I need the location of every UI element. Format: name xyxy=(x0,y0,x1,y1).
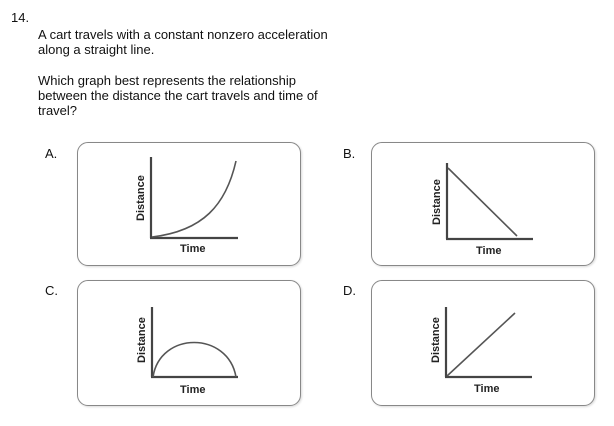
distance-time-line xyxy=(447,167,518,237)
option-d-label[interactable]: D. xyxy=(343,283,356,298)
option-b-label[interactable]: B. xyxy=(343,146,356,161)
y-axis-label: Distance xyxy=(430,317,442,363)
y-axis-label: Distance xyxy=(135,175,147,221)
graph-c: Distance Time xyxy=(136,307,238,396)
option-b-graph[interactable]: Distance Time xyxy=(371,142,595,266)
option-d-graph[interactable]: Distance Time xyxy=(371,280,595,406)
x-axis-label: Time xyxy=(180,243,205,255)
y-axis-label: Distance xyxy=(431,179,443,225)
option-c-label[interactable]: C. xyxy=(45,283,58,298)
question-number: 14. xyxy=(11,10,30,25)
x-axis-label: Time xyxy=(180,384,205,396)
graph-b: Distance Time xyxy=(431,163,533,257)
graph-d: Distance Time xyxy=(430,307,532,395)
option-a-label[interactable]: A. xyxy=(45,146,58,161)
question-prompt: Which graph best represents the relation… xyxy=(38,73,318,118)
distance-time-line xyxy=(446,312,516,377)
graph-a: Distance Time xyxy=(135,157,238,255)
x-axis-label: Time xyxy=(476,245,501,257)
distance-time-curve xyxy=(152,341,237,378)
option-c-graph[interactable]: Distance Time xyxy=(77,280,301,406)
distance-time-curve xyxy=(151,160,237,238)
y-axis-label: Distance xyxy=(136,317,148,363)
question-stem: A cart travels with a constant nonzero a… xyxy=(38,27,328,57)
option-a-graph[interactable]: Distance Time xyxy=(77,142,301,266)
x-axis-label: Time xyxy=(474,383,499,395)
